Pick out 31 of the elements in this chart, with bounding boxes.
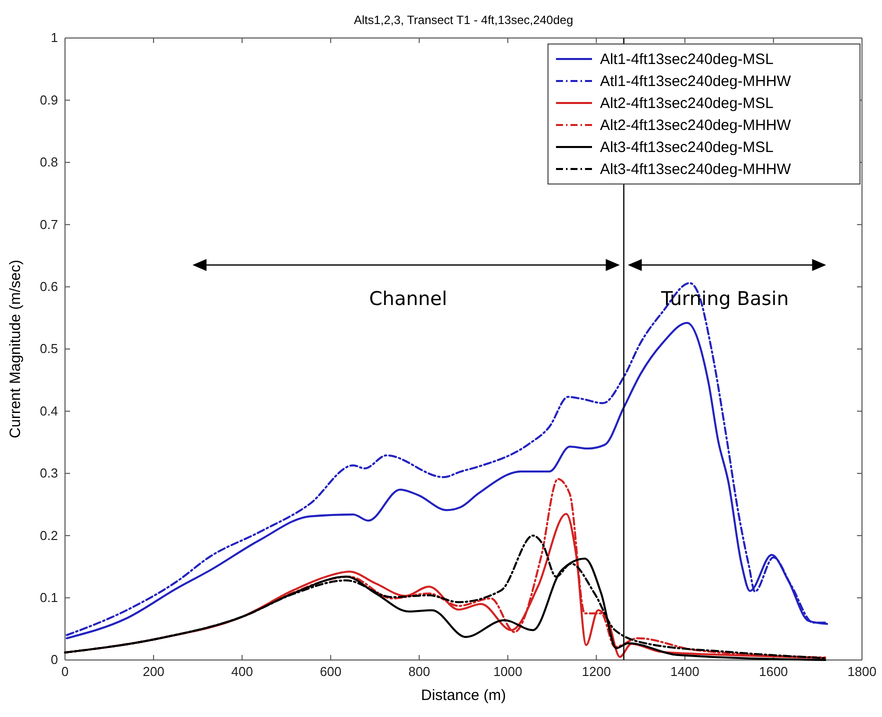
y-axis-title: Current Magnitude (m/sec) bbox=[7, 260, 24, 438]
x-tick-label: 800 bbox=[408, 664, 430, 680]
x-tick-label: 1000 bbox=[493, 664, 522, 680]
x-tick-label: 0 bbox=[61, 664, 69, 680]
y-tick-label: 0.8 bbox=[40, 154, 58, 170]
y-tick-label: 0.1 bbox=[40, 590, 58, 605]
y-tick-label: 0.6 bbox=[40, 278, 58, 294]
legend-label: Atl1-4ft13sec240deg-MHHW bbox=[600, 73, 792, 90]
y-tick-label: 0.9 bbox=[40, 92, 58, 108]
x-tick-label: 1800 bbox=[848, 664, 876, 680]
x-tick-label: 400 bbox=[231, 664, 253, 680]
legend-label: Alt3-4ft13sec240deg-MHHW bbox=[600, 161, 792, 178]
x-tick-label: 1600 bbox=[758, 664, 788, 680]
x-axis-title: Distance (m) bbox=[420, 687, 506, 704]
x-tick-label: 1200 bbox=[582, 664, 611, 680]
x-tick-label: 1400 bbox=[670, 664, 700, 680]
y-tick-label: 0 bbox=[50, 652, 58, 668]
annotation: Channel bbox=[369, 288, 448, 310]
y-tick-label: 0.3 bbox=[40, 466, 58, 481]
legend-label: Alt2-4ft13sec240deg-MHHW bbox=[600, 117, 792, 134]
chart-title: Alts1,2,3, Transect T1 - 4ft,13sec,240deg bbox=[354, 13, 574, 27]
legend-label: Alt2-4ft13sec240deg-MSL bbox=[600, 95, 774, 112]
y-tick-label: 0.2 bbox=[40, 528, 58, 543]
y-tick-label: 0.7 bbox=[40, 216, 58, 232]
legend-label: Alt1-4ft13sec240deg-MSL bbox=[600, 51, 774, 68]
legend-label: Alt3-4ft13sec240deg-MSL bbox=[600, 139, 774, 156]
x-tick-label: 200 bbox=[142, 664, 164, 680]
y-tick-label: 1 bbox=[50, 30, 58, 46]
x-tick-label: 600 bbox=[320, 664, 342, 680]
y-tick-label: 0.5 bbox=[40, 341, 58, 356]
y-tick-label: 0.4 bbox=[40, 403, 58, 418]
